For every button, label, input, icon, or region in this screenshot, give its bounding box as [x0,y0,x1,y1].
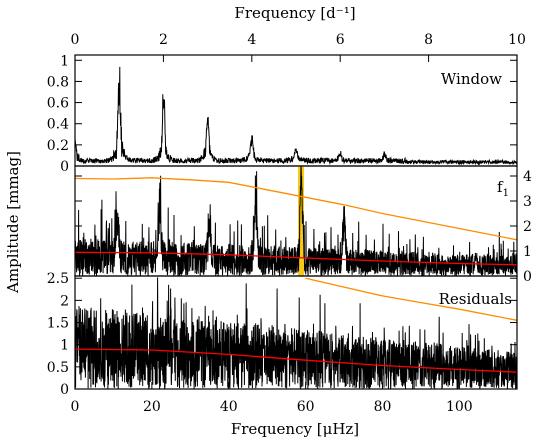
window-y-tick-label: 0.8 [47,74,69,90]
f1-y-tick-label: 1 [523,244,532,260]
residuals-y-tick-label: 0 [60,382,69,398]
window-y-tick-label: 0.2 [47,138,69,154]
bottom-x-tick-label: 60 [297,399,315,415]
bottom-x-tick-label: 0 [71,399,80,415]
window-y-tick-label: 1 [60,53,69,69]
residuals-y-tick-label: 2.5 [47,271,69,287]
residuals-label: Residuals [439,290,512,308]
top-x-tick-label: 2 [159,32,168,48]
f1-frequency-highlight [297,166,304,276]
window-panel: 00.20.40.60.810 2 4 6 8 10 [47,32,526,175]
top-x-tick-label: 0 [71,32,80,48]
window-spectrum-line [74,66,518,166]
top-x-tick-label: 4 [247,32,256,48]
residuals-y-tick-label: 0.5 [47,360,69,376]
window-label: Window [441,70,502,88]
residuals-y-tick-label: 1 [60,338,69,354]
residuals-y-tick-label: 2 [60,293,69,309]
residuals-orange-curve [305,277,518,321]
bottom-axis-title: Frequency [μHz] [231,420,359,438]
bottom-x-tick-label: 80 [374,399,392,415]
left-axis-title: Amplitude [mmag] [4,151,22,294]
top-x-tick-label: 6 [336,32,345,48]
f1-red-curve [74,251,518,266]
window-y-tick-label: 0.6 [47,96,69,112]
bottom-x-tick-label: 100 [446,399,473,415]
f1-orange-curve [74,177,518,241]
f1-y-tick-label: 2 [523,219,532,235]
window-y-tick-label: 0.4 [47,117,69,133]
f1-panel: 0 1 2 3 4 [74,165,532,285]
f1-label-main: f [497,178,504,196]
f1-spectrum-line [74,165,518,277]
f1-label-subscript: 1 [503,188,509,199]
window-y-tick-label: 0 [60,159,69,175]
top-x-tick-label: 8 [424,32,433,48]
residuals-frame [74,275,518,390]
residuals-panel: 0 0.5 1 1.5 2 2.5 0 20 40 60 80 100 [47,271,518,415]
f1-y-tick-label: 0 [523,269,532,285]
top-axis-title: Frequency [d⁻¹] [234,4,355,22]
residuals-red-curve [74,348,518,373]
top-x-tick-label: 10 [508,32,526,48]
f1-label: f1 [497,178,509,199]
residuals-y-tick-label: 1.5 [47,316,69,332]
f1-y-tick-label: 3 [523,194,532,210]
bottom-x-tick-label: 20 [143,399,161,415]
f1-y-tick-label: 4 [523,169,532,185]
bottom-x-tick-label: 40 [220,399,238,415]
